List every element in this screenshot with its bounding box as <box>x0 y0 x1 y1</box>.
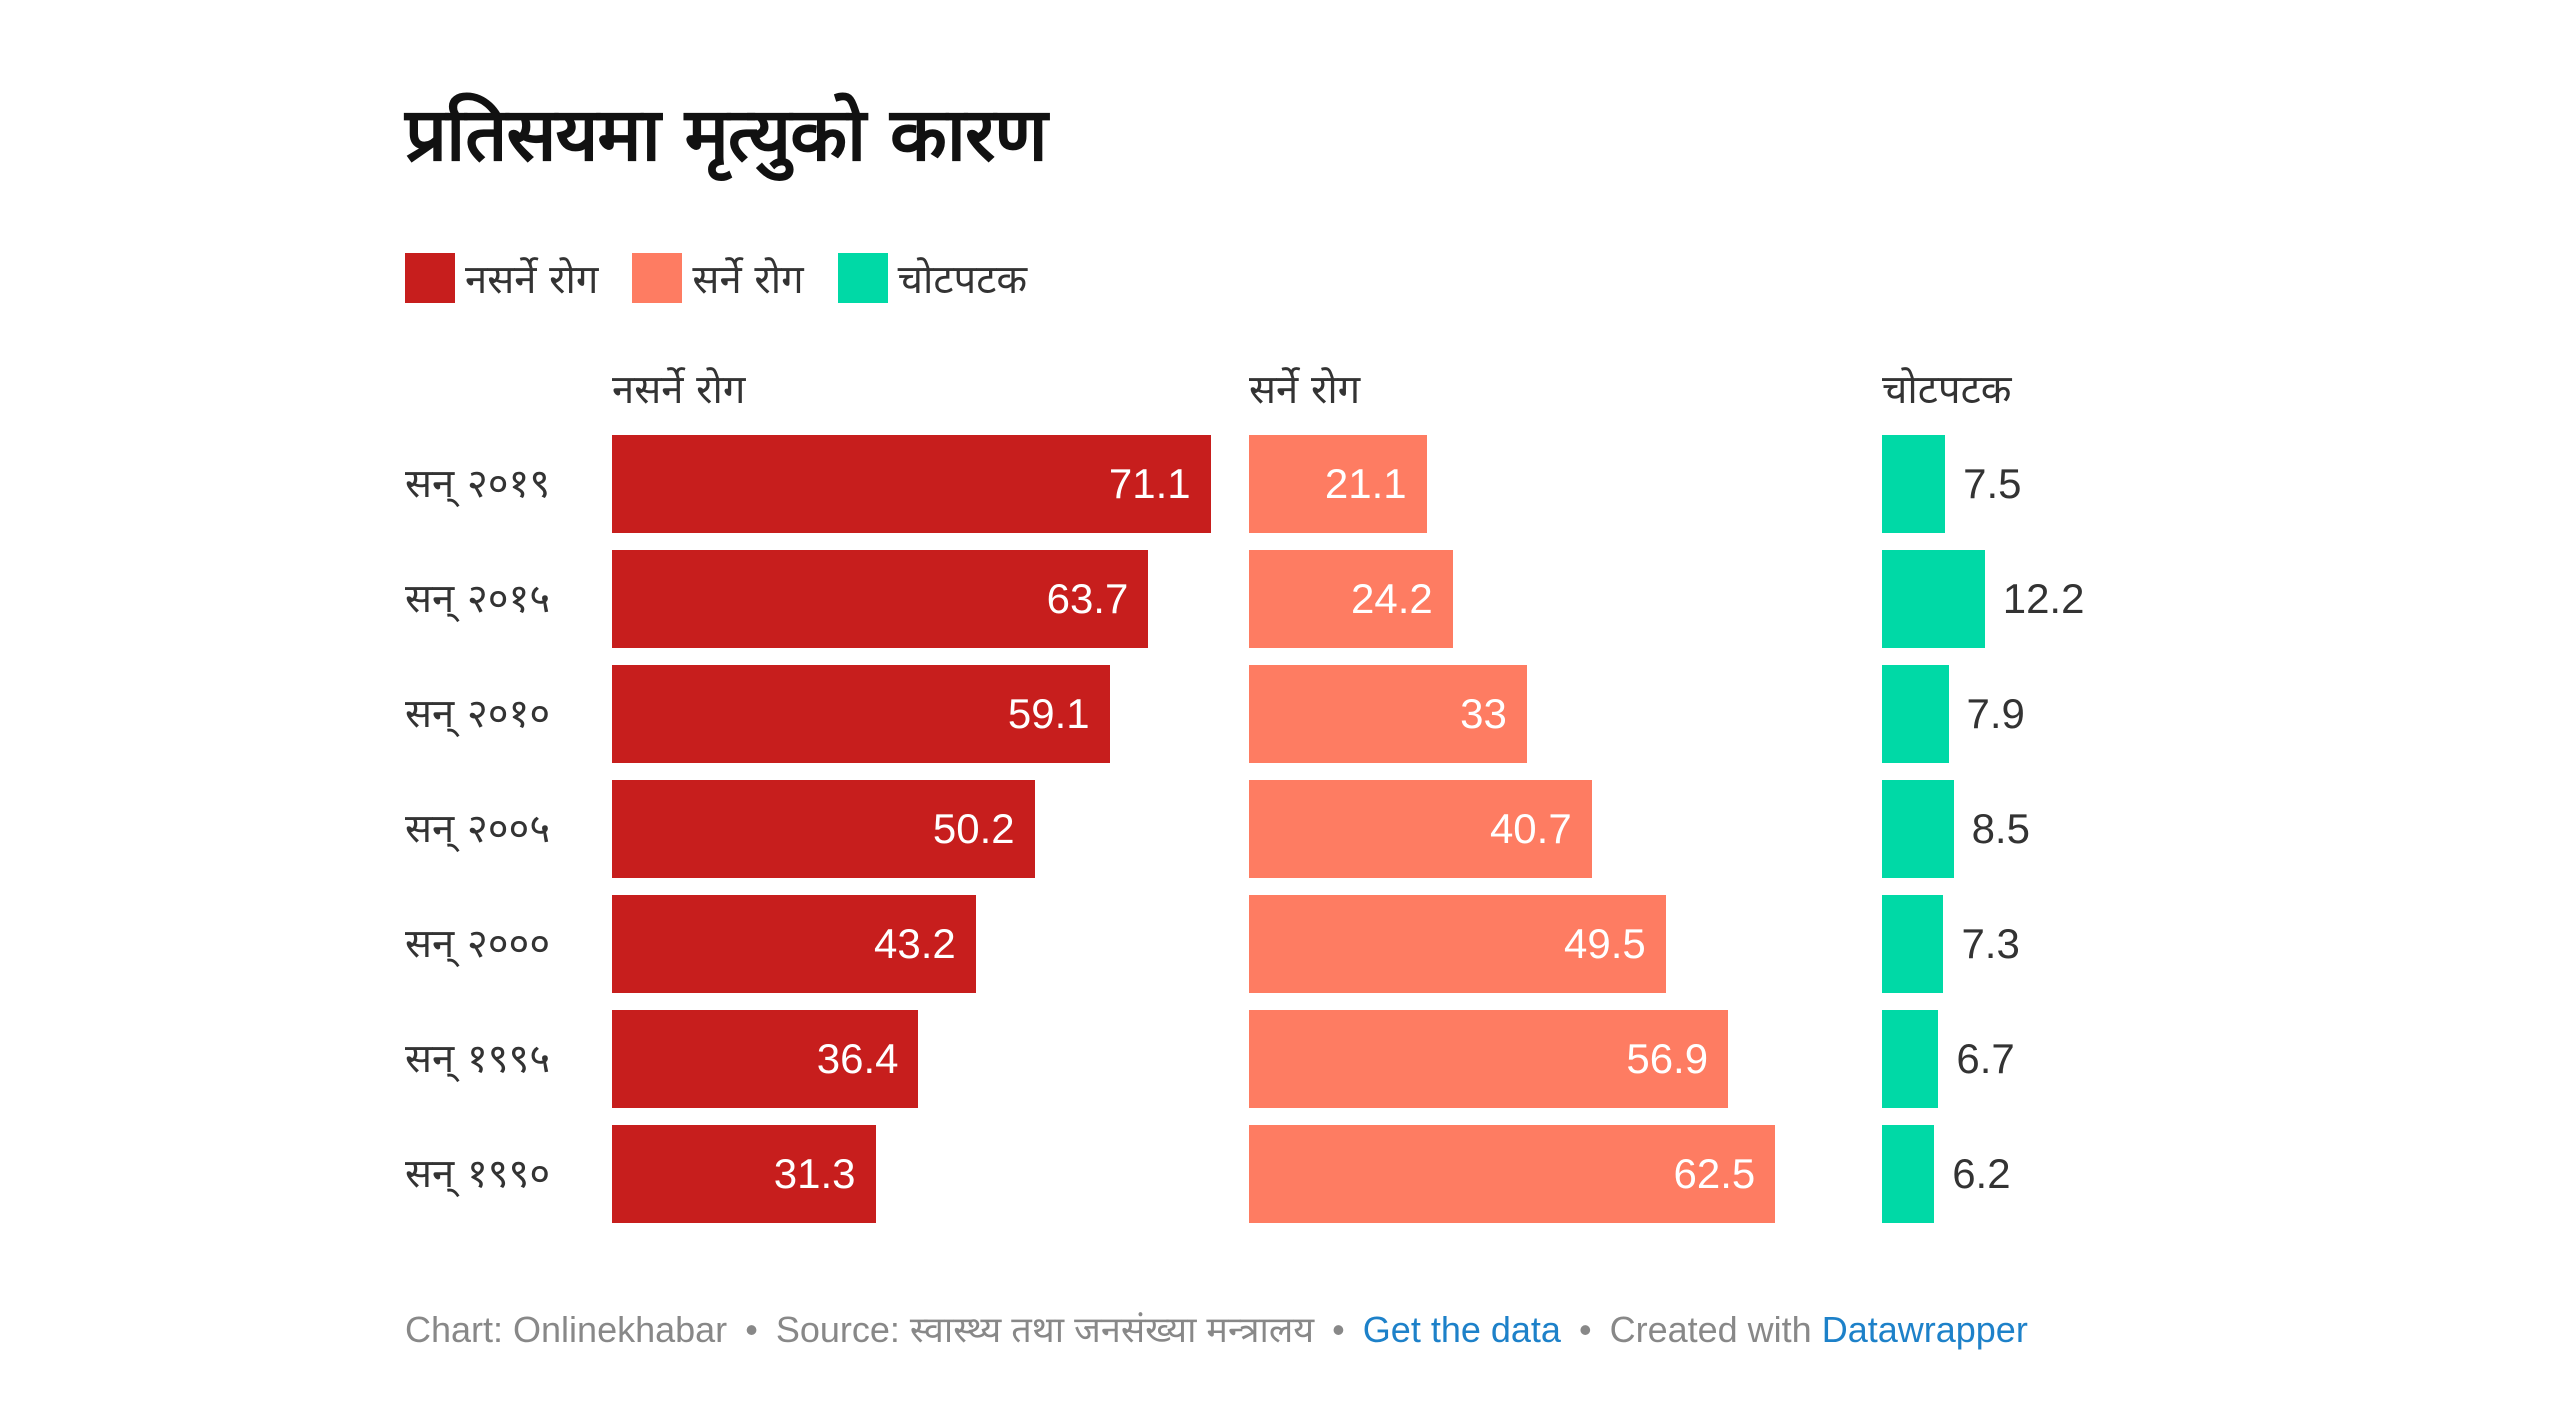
legend-label: नसर्ने रोग <box>465 257 599 303</box>
category-label: सन् १९९० <box>405 1151 551 1197</box>
bar-noncommunicable <box>612 780 1035 878</box>
value-label-noncommunicable: 71.1 <box>1108 460 1191 507</box>
value-label-noncommunicable: 63.7 <box>1046 575 1129 622</box>
value-label-communicable: 24.2 <box>1351 575 1433 622</box>
bar-injuries <box>1882 665 1949 763</box>
legend-item-noncommunicable: नसर्ने रोग <box>405 250 598 305</box>
legend-label: सर्ने रोग <box>692 257 804 303</box>
datawrapper-link[interactable]: Datawrapper <box>1821 1309 2028 1350</box>
category-label: सन् २०१५ <box>405 576 551 622</box>
separator: • <box>1332 1309 1345 1350</box>
value-label-communicable: 40.7 <box>1489 805 1572 852</box>
value-label-communicable: 56.9 <box>1626 1035 1709 1082</box>
bar-communicable <box>1249 550 1453 648</box>
value-label-noncommunicable: 36.4 <box>816 1035 899 1082</box>
get-data-link[interactable]: Get the data <box>1362 1309 1561 1350</box>
legend-swatch <box>632 252 683 303</box>
value-label-noncommunicable: 31.3 <box>773 1150 856 1197</box>
value-label-communicable: 49.5 <box>1564 920 1646 967</box>
category-label: सन् २००५ <box>405 806 551 852</box>
value-label-noncommunicable: 59.1 <box>1007 690 1090 737</box>
bar-noncommunicable <box>612 895 976 993</box>
value-label-injuries: 7.9 <box>1966 690 2025 737</box>
value-label-injuries: 6.7 <box>1956 1035 2015 1082</box>
category-label: सन् २०१९ <box>405 461 551 507</box>
category-label: सन् २०१० <box>405 691 551 737</box>
bar-noncommunicable <box>612 435 1211 533</box>
value-label-injuries: 8.5 <box>1971 805 2030 852</box>
bar-communicable <box>1249 1125 1776 1223</box>
bar-communicable <box>1249 895 1666 993</box>
bar-noncommunicable <box>612 1010 919 1108</box>
value-label-communicable: 21.1 <box>1324 460 1407 507</box>
legend-item-communicable: सर्ने रोग <box>632 250 804 305</box>
category-label: सन् १९९५ <box>405 1036 551 1082</box>
value-label-communicable: 33 <box>1460 690 1507 737</box>
separator: • <box>745 1309 758 1350</box>
bar-communicable <box>1249 435 1427 533</box>
source-text: Source: स्वास्थ्य तथा जनसंख्या मन्त्रालय <box>775 1309 1315 1350</box>
category-label: सन् २००० <box>405 921 551 967</box>
bar-communicable <box>1249 665 1527 763</box>
legend-swatch <box>405 252 455 303</box>
value-label-injuries: 6.2 <box>1952 1150 2011 1197</box>
value-label-communicable: 62.5 <box>1673 1150 1756 1197</box>
value-label-noncommunicable: 43.2 <box>873 920 956 967</box>
bar-injuries <box>1882 895 1944 993</box>
legend: नसर्ने रोग सर्ने रोग चोटपटक <box>405 250 1061 305</box>
bar-injuries <box>1882 780 1954 878</box>
legend-label: चोटपटक <box>897 257 1028 303</box>
value-label-injuries: 7.3 <box>1961 920 2020 967</box>
created-with-text: Created with <box>1609 1309 1812 1350</box>
bar-injuries <box>1882 1125 1935 1223</box>
value-label-noncommunicable: 50.2 <box>932 805 1015 852</box>
chart-credit: Chart: Onlinekhabar <box>405 1309 728 1350</box>
column-header-injuries: चोटपटक <box>1882 367 2012 413</box>
separator: • <box>1578 1309 1592 1350</box>
bar-noncommunicable <box>612 665 1110 763</box>
chart-title: प्रतिसयमा मृत्युको कारण <box>405 92 1048 178</box>
bar-noncommunicable <box>612 550 1149 648</box>
value-label-injuries: 12.2 <box>2002 575 2085 622</box>
bar-noncommunicable <box>612 1125 876 1223</box>
column-header-communicable: सर्ने रोग <box>1249 367 1361 413</box>
bar-injuries <box>1882 550 1985 648</box>
bar-communicable <box>1249 1010 1729 1108</box>
bar-injuries <box>1882 1010 1939 1108</box>
chart-footer: Chart: Onlinekhabar • Source: स्वास्थ्य … <box>405 1304 2028 1353</box>
legend-swatch <box>837 252 888 303</box>
column-header-noncommunicable: नसर्ने रोग <box>612 367 746 413</box>
legend-item-injuries: चोटपटक <box>837 250 1028 305</box>
bar-injuries <box>1882 435 1946 533</box>
value-label-injuries: 7.5 <box>1963 460 2022 507</box>
bar-communicable <box>1249 780 1592 878</box>
